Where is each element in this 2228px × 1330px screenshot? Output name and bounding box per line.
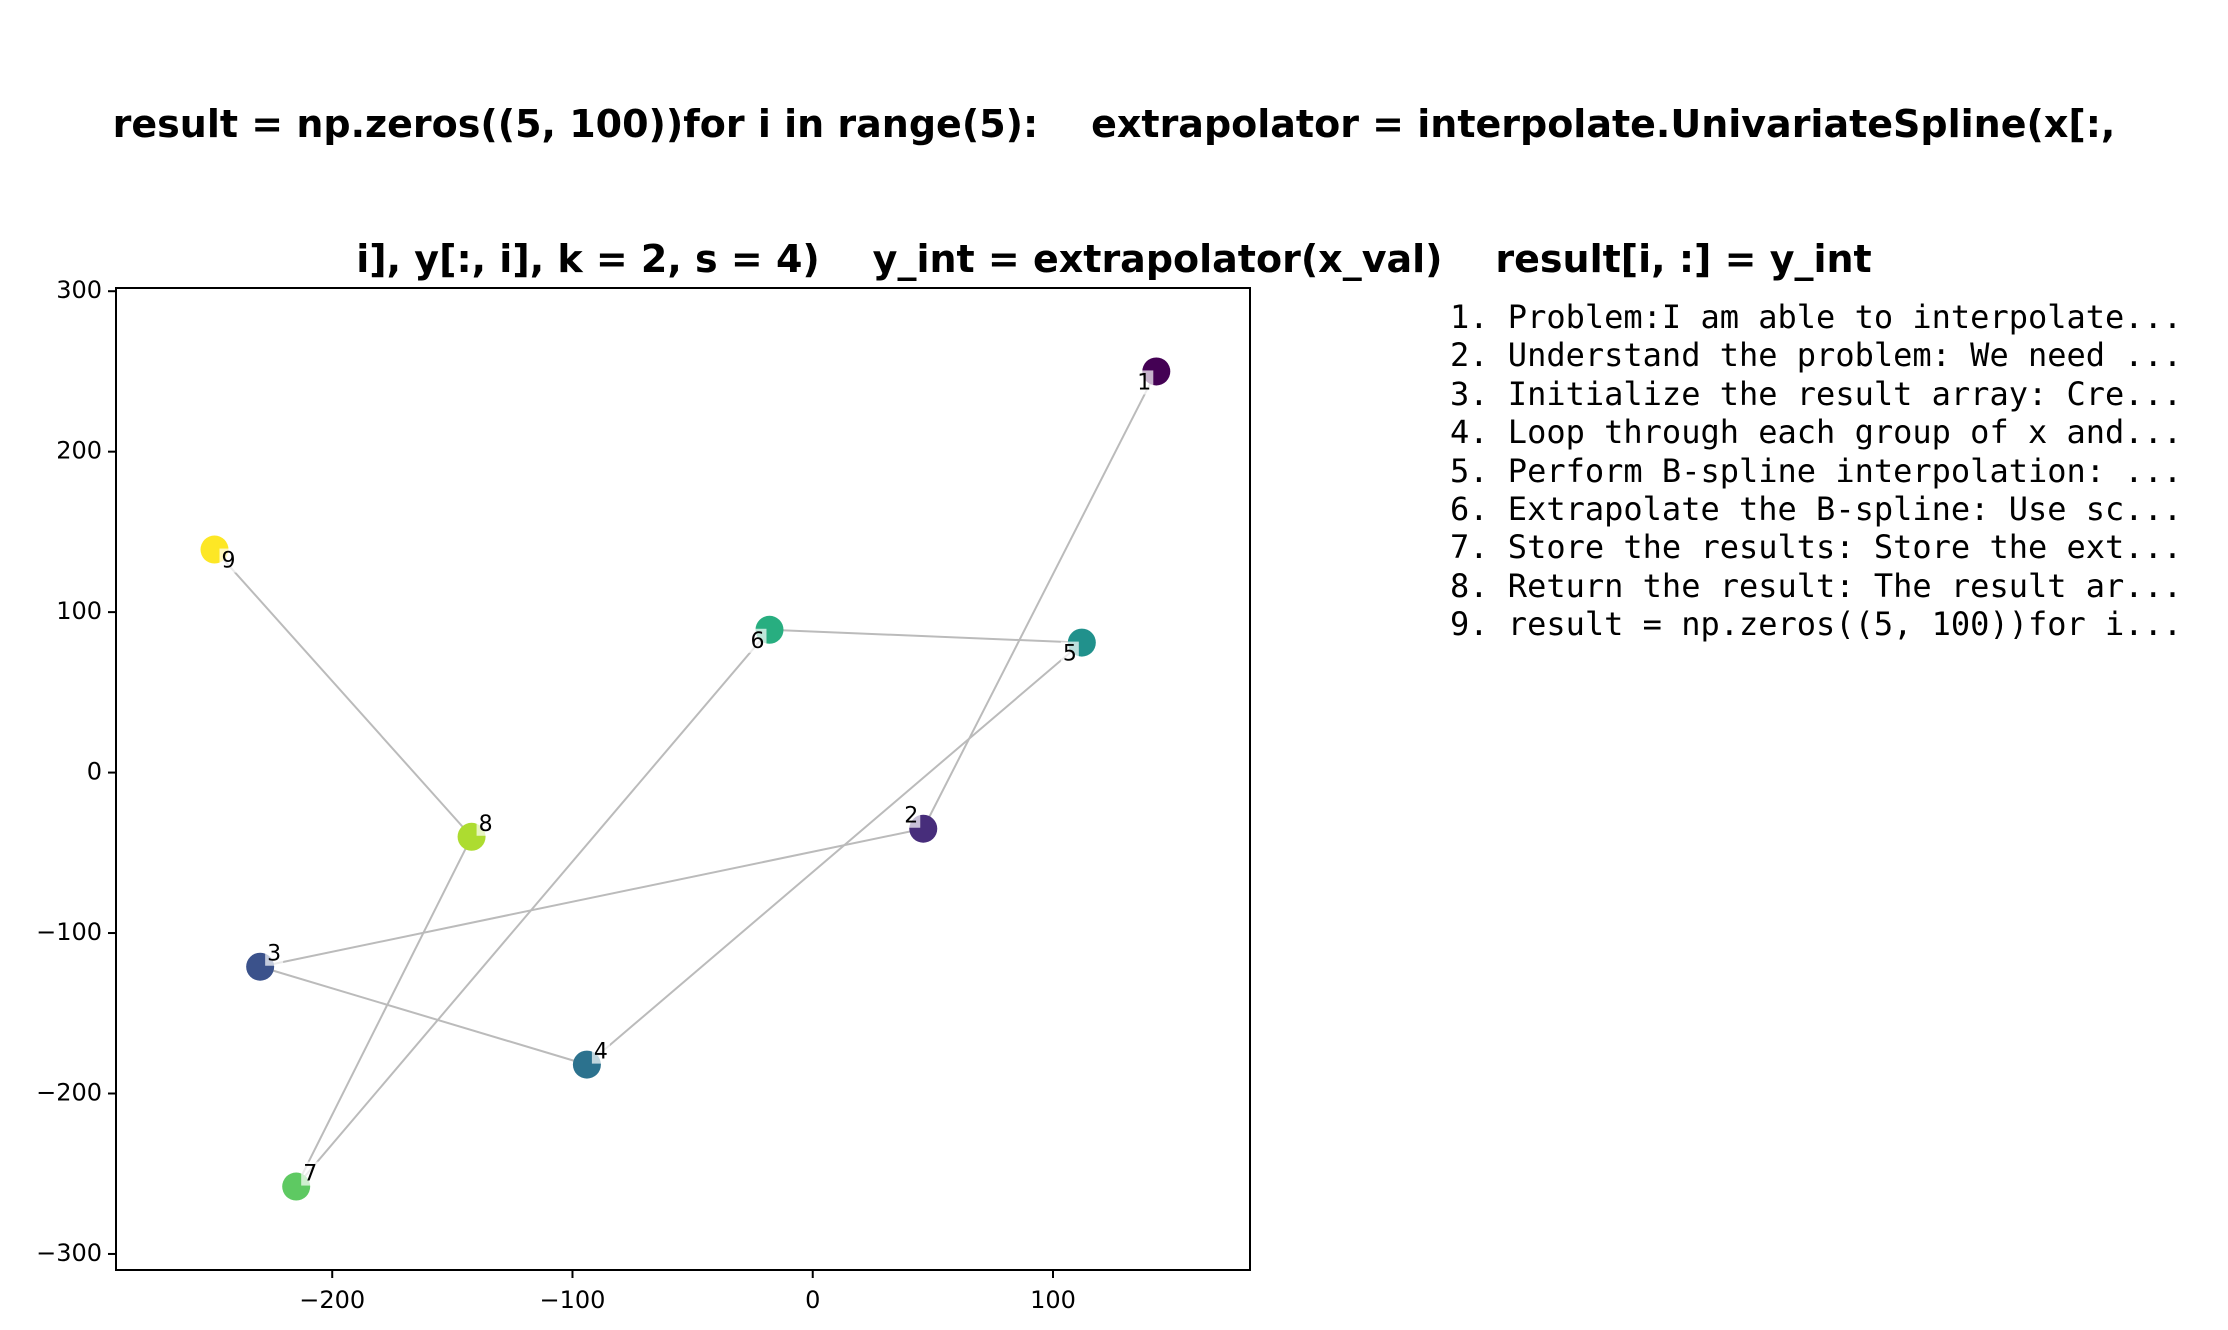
plot-frame xyxy=(115,287,1251,1271)
point-labels: 1 2 3 4 5 6 7 8 9 xyxy=(219,370,1154,1187)
connector-lines xyxy=(213,370,1158,1188)
point-label-2: 2 xyxy=(904,804,918,829)
y-tick-label-2: −100 xyxy=(36,918,102,946)
point-label-bg-7 xyxy=(301,1161,320,1186)
point-label-8: 8 xyxy=(479,812,493,837)
y-tick-label-3: 0 xyxy=(87,758,102,786)
step-annotation-1: 1. Problem:I am able to interpolate... xyxy=(1450,298,2183,336)
step-annotation-9: 9. result = np.zeros((5, 100))for i... xyxy=(1450,605,2183,644)
step-annotation-2: 2. Understand the problem: We need ... xyxy=(1450,336,2183,375)
point-label-1: 1 xyxy=(1137,370,1151,395)
point-label-4: 4 xyxy=(594,1040,608,1065)
step-annotation-7: 7. Store the results: Store the ext... xyxy=(1450,528,2183,567)
step-annotation-4: 4. Loop through each group of x and... xyxy=(1450,413,2183,452)
axes: −200 −100 0 100 −300 −200 −100 0 100 200 300 xyxy=(36,276,1251,1314)
connector-line-6-7 xyxy=(295,629,771,1188)
data-points xyxy=(200,357,1171,1201)
point-label-7: 7 xyxy=(303,1162,317,1187)
connector-line-8-9 xyxy=(213,548,473,838)
y-tick-label-6: 300 xyxy=(56,276,102,304)
y-tick-label-5: 200 xyxy=(56,437,102,465)
x-tick-label-0: −200 xyxy=(299,1286,365,1314)
point-label-3: 3 xyxy=(267,942,281,967)
step-annotation-3: 3. Initialize the result array: Cre... xyxy=(1450,374,2183,413)
step-annotation-8: 8. Return the result: The result ar... xyxy=(1450,566,2183,605)
point-label-bg-5 xyxy=(1060,641,1079,666)
connector-line-1-2 xyxy=(922,370,1158,830)
x-tick-label-3: 100 xyxy=(1030,1286,1076,1314)
point-label-bg-3 xyxy=(265,941,284,966)
step-annotations: 1. Problem:I am able to interpolate... 2.… xyxy=(1450,298,2182,644)
point-label-bg-8 xyxy=(476,811,495,836)
point-label-5: 5 xyxy=(1063,642,1077,667)
connector-line-2-3 xyxy=(259,827,924,968)
connector-line-7-8 xyxy=(295,836,473,1188)
y-tick-label-4: 100 xyxy=(56,597,102,625)
chart-title-line-1: result = np.zeros((5, 100))for i in rang… xyxy=(112,102,2116,146)
connector-line-4-5 xyxy=(586,641,1083,1066)
point-label-bg-2 xyxy=(902,803,921,828)
chart-title: result = np.zeros((5, 100))for i in rang… xyxy=(0,12,2228,372)
step-annotation-5: 5. Perform B-spline interpolation: ... xyxy=(1450,451,2183,490)
point-label-bg-1 xyxy=(1135,370,1154,395)
point-label-bg-6 xyxy=(748,628,767,653)
point-label-9: 9 xyxy=(222,549,236,574)
x-tick-label-1: −100 xyxy=(540,1286,606,1314)
connector-line-5-6 xyxy=(769,628,1082,644)
y-tick-label-0: −300 xyxy=(36,1239,102,1267)
connector-line-3-4 xyxy=(259,965,588,1066)
chart-title-line-2: i], y[:, i], k = 2, s = 4) y_int = extra… xyxy=(356,237,1872,281)
x-tick-label-2: 0 xyxy=(805,1286,820,1314)
point-label-bg-9 xyxy=(219,548,238,573)
y-tick-label-1: −200 xyxy=(36,1078,102,1106)
point-label-6: 6 xyxy=(750,629,764,654)
point-label-bg-4 xyxy=(591,1039,610,1064)
step-annotation-6: 6. Extrapolate the B-spline: Use sc... xyxy=(1450,490,2183,529)
